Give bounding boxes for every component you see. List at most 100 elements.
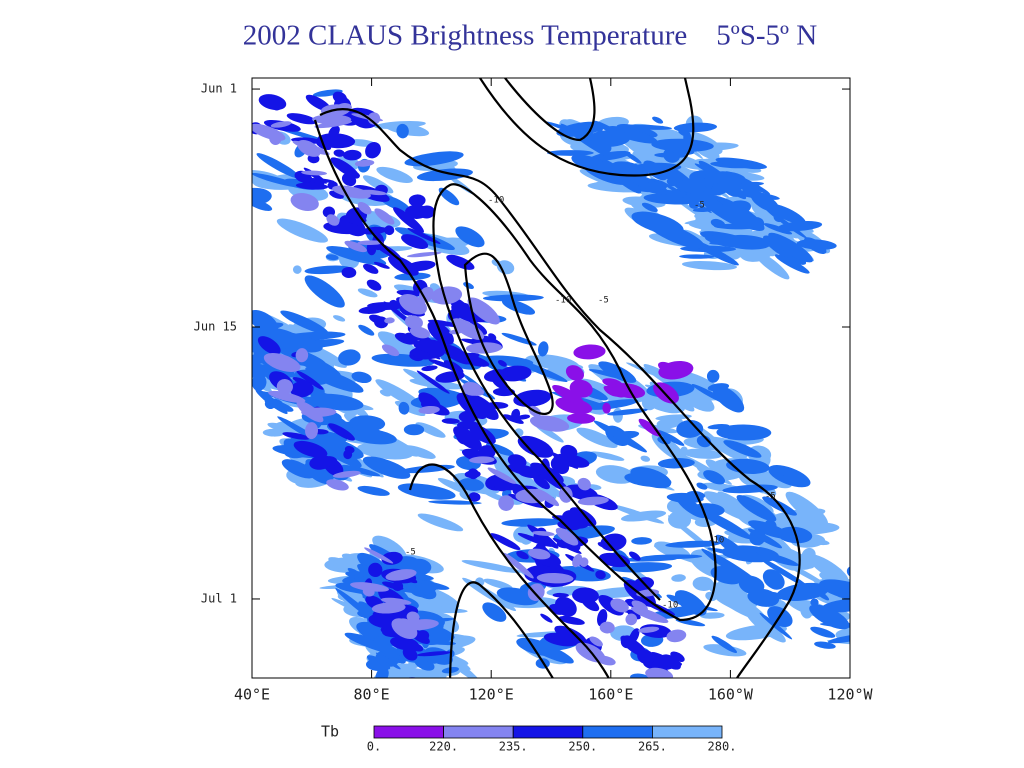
contour-line (463, 252, 554, 416)
field-cell (810, 586, 830, 601)
field-cell (456, 392, 488, 420)
field-cell (252, 373, 267, 392)
field-cell (267, 331, 323, 353)
field-cell (297, 140, 321, 157)
field-cell (418, 405, 440, 415)
field-cell (252, 173, 303, 188)
field-cell (441, 418, 460, 424)
field-cell (666, 178, 678, 187)
contour-line (319, 108, 801, 678)
field-cell (301, 170, 328, 176)
field-cell (358, 305, 387, 314)
field-cell (844, 619, 850, 631)
field-cell (368, 562, 383, 578)
field-cell (577, 477, 591, 491)
field-cell (602, 402, 611, 414)
field-cell (858, 622, 890, 645)
colorbar-tick-label: 0. (367, 740, 381, 754)
field-cell (481, 355, 534, 367)
field-cell (385, 569, 417, 581)
field-cell (600, 533, 627, 552)
field-cell (631, 537, 653, 545)
field-cell (207, 99, 229, 116)
field-cell (501, 332, 537, 346)
field-cell (258, 94, 287, 110)
field-cell (413, 340, 448, 354)
field-cell (342, 149, 362, 161)
field-cell (406, 251, 442, 258)
field-cell (696, 435, 712, 448)
field-cell (501, 518, 564, 527)
field-cell (409, 581, 436, 598)
field-cell (567, 413, 596, 424)
field-cell (804, 237, 827, 254)
field-cell (305, 366, 364, 393)
field-cell (723, 440, 762, 458)
field-cell (716, 424, 772, 441)
field-cell (676, 420, 704, 438)
field-cell (409, 326, 430, 339)
field-cell (827, 634, 850, 644)
field-cell (645, 667, 674, 678)
field-cell (257, 336, 281, 355)
field-cell (517, 435, 554, 458)
y-tick-label: Jun 15 (194, 320, 237, 334)
field-cell (326, 214, 340, 226)
field-cell (703, 644, 747, 657)
field-cell (366, 279, 382, 291)
field-cell (712, 384, 745, 413)
field-cell (398, 401, 410, 415)
field-cell (418, 286, 434, 303)
field-cell (328, 423, 355, 441)
field-cell (402, 445, 436, 459)
field-cell (631, 600, 648, 612)
contours (313, 78, 801, 678)
field-cell (394, 332, 417, 345)
field-cell (304, 265, 352, 275)
field-cell (598, 361, 637, 383)
field-cell (540, 613, 553, 623)
field-cell (648, 189, 688, 195)
field-cell (270, 121, 292, 128)
field-cell (657, 430, 685, 446)
field-cell (312, 89, 343, 97)
field-cell (704, 235, 743, 248)
field-cell (559, 486, 573, 503)
field-cell (347, 568, 365, 579)
field-cell (617, 124, 672, 130)
field-cell (666, 629, 687, 643)
field-cell (647, 220, 705, 249)
colorbar-tick-label: 265. (638, 740, 667, 754)
field-cell (579, 557, 589, 567)
field-cell (759, 612, 793, 640)
field-cell (438, 187, 460, 206)
field-cell (502, 414, 524, 424)
field-cell (286, 113, 318, 125)
contour-line (408, 463, 610, 678)
field-cell (558, 615, 585, 625)
field-cell (577, 496, 609, 506)
field-cell (527, 583, 545, 601)
field-cell (678, 129, 690, 137)
field-cell (814, 641, 836, 649)
field-cell (765, 208, 808, 239)
axes: 40°E 80°E 120°E 160°E 160°W 120°W Jun 1 Jun 15 J… (194, 78, 874, 754)
field-cell (565, 365, 585, 381)
field-cell (441, 344, 472, 365)
field-cell (309, 455, 333, 470)
field-cell (657, 458, 695, 469)
field-cell (698, 160, 747, 200)
field-cell (748, 528, 783, 549)
field-cell (330, 157, 360, 179)
field-cell (638, 418, 661, 437)
field-cell (316, 133, 356, 149)
field-cell (478, 445, 496, 460)
field-cell (455, 226, 485, 248)
field-cell (675, 197, 697, 203)
field-cell (235, 344, 252, 356)
y-tick-label: Jun 1 (201, 82, 237, 96)
chart-title: 2002 CLAUS Brightness Temperature 5ºS-5º… (243, 20, 817, 52)
field-cell (377, 331, 421, 360)
field-cell (839, 630, 850, 649)
